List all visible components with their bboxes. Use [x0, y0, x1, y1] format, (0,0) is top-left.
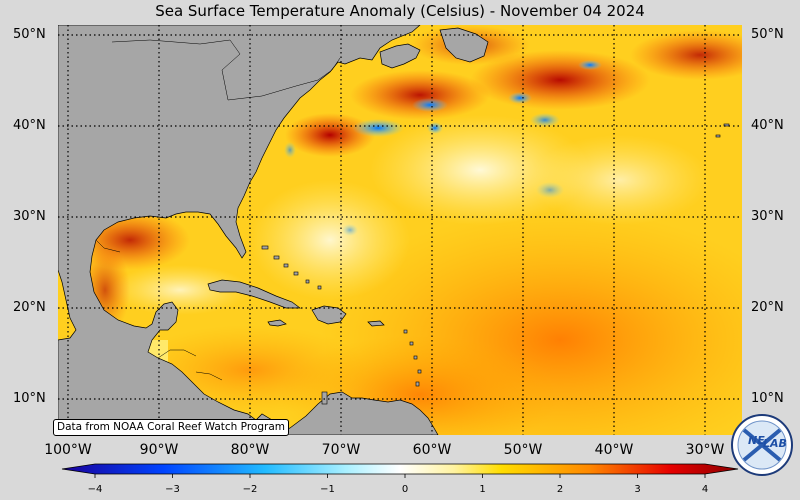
- colorbar-tick: 0: [401, 484, 409, 495]
- lat-label: 10°N: [13, 391, 46, 406]
- sst-anomaly-field: [58, 25, 742, 435]
- lat-label: 30°N: [13, 209, 46, 224]
- lat-label: 30°N: [751, 209, 784, 224]
- lon-label: 40°W: [594, 442, 634, 458]
- svg-text:NE: NE: [748, 434, 765, 447]
- lon-label: 30°W: [685, 442, 725, 458]
- colorbar-tick: −2: [242, 484, 258, 495]
- lab-logo: NE LAB: [731, 414, 793, 476]
- lon-label: 80°W: [230, 442, 270, 458]
- colorbar-tick: 1: [479, 484, 486, 495]
- lon-label: 50°W: [503, 442, 543, 458]
- colorbar-tick: −3: [165, 484, 180, 495]
- lat-label: 50°N: [13, 27, 46, 42]
- colorbar-tick: 3: [634, 484, 641, 495]
- lon-label: 70°W: [321, 442, 361, 458]
- colorbar-tick: −4: [87, 484, 103, 495]
- lat-label: 40°N: [751, 118, 784, 133]
- lat-label: 40°N: [13, 118, 46, 133]
- lat-label: 50°N: [751, 27, 784, 42]
- colorbar-tick: 2: [556, 484, 564, 495]
- graticule: [58, 25, 742, 435]
- lon-label: 60°W: [412, 442, 452, 458]
- colorbar-tick: −1: [320, 484, 335, 495]
- lat-label: 10°N: [751, 391, 784, 406]
- map-title: Sea Surface Temperature Anomaly (Celsius…: [155, 2, 645, 20]
- colorbar: [61, 463, 739, 478]
- lon-label: 90°W: [139, 442, 179, 458]
- lat-label: 20°N: [13, 300, 46, 315]
- data-credit: Data from NOAA Coral Reef Watch Program: [53, 419, 289, 436]
- land-masses: [58, 25, 489, 435]
- lon-label: 100°W: [44, 442, 92, 458]
- lat-label: 20°N: [751, 300, 784, 315]
- bahamas-island: [261, 245, 269, 250]
- colorbar-tick: 4: [701, 484, 709, 495]
- political-borders: [95, 39, 341, 381]
- svg-text:LAB: LAB: [763, 437, 787, 450]
